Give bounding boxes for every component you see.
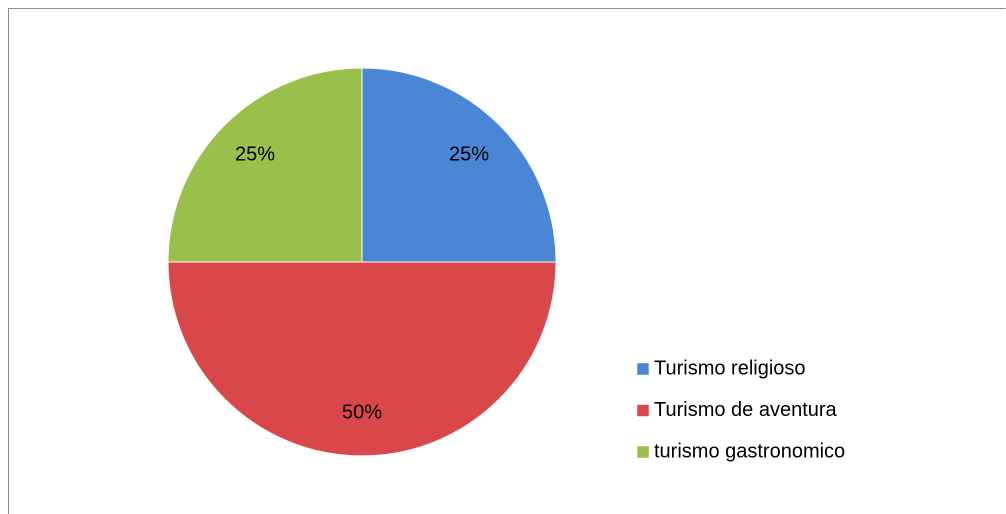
data-label: 25%	[449, 143, 489, 165]
data-label: 50%	[342, 402, 382, 424]
pie-slice	[361, 67, 557, 263]
pie-slice	[167, 67, 363, 263]
legend-swatch	[636, 362, 650, 376]
legend-swatch	[636, 445, 650, 459]
legend-label: Turismo religioso	[654, 357, 806, 379]
data-label: 25%	[235, 143, 275, 165]
chart-border	[8, 8, 1006, 514]
legend-label: turismo gastronomico	[654, 440, 845, 462]
legend-label: Turismo de aventura	[654, 399, 838, 421]
pie-slice	[167, 261, 557, 457]
legend-swatch	[636, 404, 650, 417]
